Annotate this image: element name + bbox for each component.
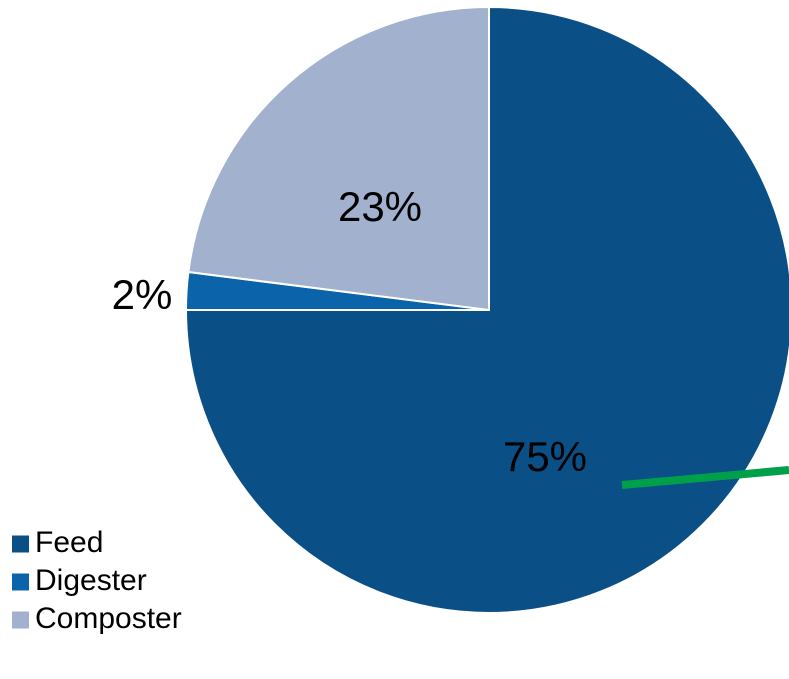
legend-label-digester: Digester (35, 564, 147, 597)
legend-swatch-digester (12, 573, 29, 591)
slice-label-composter: 23% (338, 183, 422, 230)
slice-labels: 75% 2% 23% (112, 183, 587, 480)
legend-swatch-composter (12, 611, 29, 629)
slice-label-feed: 75% (503, 433, 587, 480)
pie-slices (184, 5, 789, 614)
legend-label-feed: Feed (35, 526, 103, 559)
legend-label-composter: Composter (35, 602, 182, 635)
legend-swatch-feed (12, 535, 29, 553)
legend: Feed Digester Composter (12, 526, 182, 635)
slice-composter (187, 5, 490, 312)
annotation-line (621, 466, 789, 489)
slice-label-digester: 2% (112, 271, 173, 318)
